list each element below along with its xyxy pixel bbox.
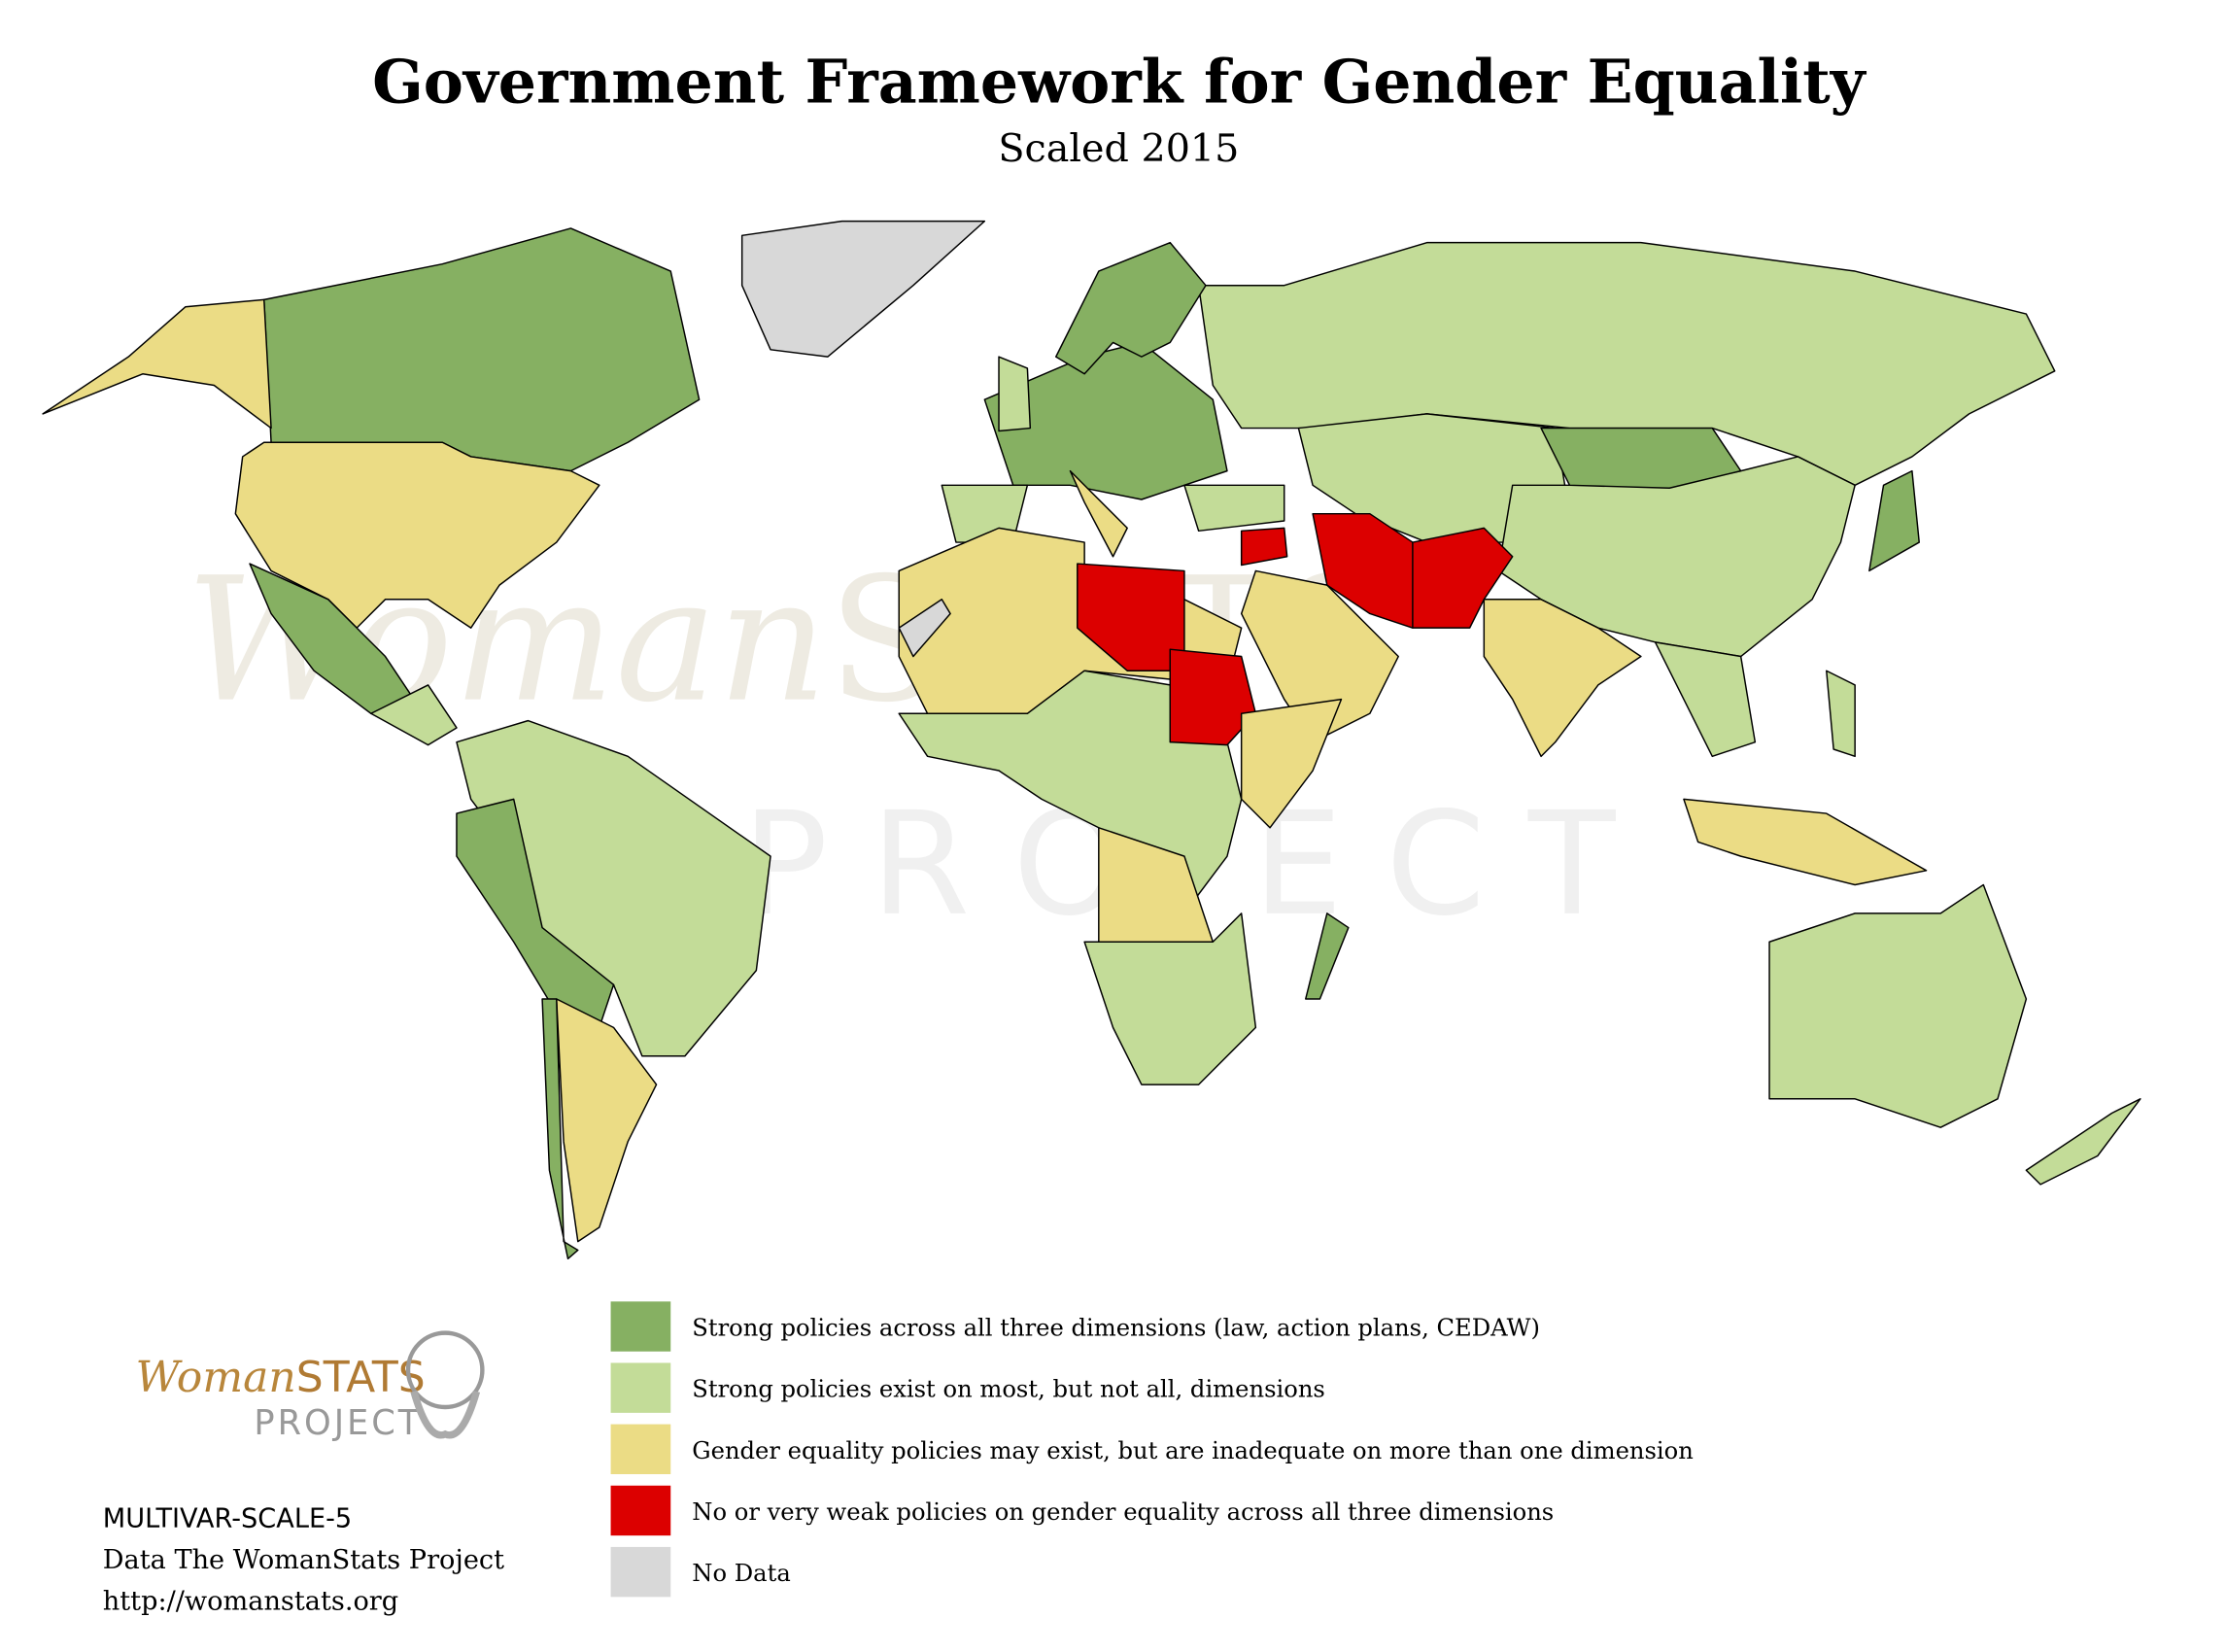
country-region	[1683, 798, 1928, 886]
footer-line: Data The WomanStats Project	[103, 1545, 504, 1575]
legend-swatch	[610, 1424, 671, 1475]
logo-suffix: STATS	[296, 1353, 426, 1402]
country-region	[1240, 569, 1399, 743]
footer: MULTIVAR-SCALE-5 Data The WomanStats Proj…	[103, 1503, 504, 1616]
logo: WomanSTATS PROJECT	[136, 1330, 485, 1443]
country-region	[1055, 241, 1207, 375]
country-region	[1077, 563, 1185, 671]
country-region	[898, 599, 951, 658]
map-title: Government Framework for Gender Equality	[372, 47, 1867, 118]
legend-swatch	[610, 1485, 671, 1536]
country-region	[1826, 670, 1856, 758]
logo-project: PROJECT	[254, 1403, 422, 1443]
logo-brand: WomanSTATS	[136, 1353, 426, 1402]
legend-label: No Data	[692, 1560, 791, 1587]
world-map	[42, 220, 2141, 1260]
country-region	[1305, 912, 1350, 1000]
country-region	[1069, 469, 1128, 558]
country-region	[1540, 427, 1742, 489]
country-region	[42, 298, 272, 430]
country-region	[1240, 527, 1288, 567]
footer-line: http://womanstats.org	[103, 1587, 398, 1617]
legend: Strong policies across all three dimensi…	[610, 1301, 1694, 1598]
country-region	[2025, 1098, 2141, 1186]
country-region	[234, 441, 600, 629]
country-region	[1868, 469, 1920, 572]
logo-prefix: Woman	[136, 1353, 296, 1402]
legend-swatch	[610, 1301, 671, 1352]
country-region	[998, 356, 1032, 432]
country-region	[1183, 484, 1285, 533]
footer-line: MULTIVAR-SCALE-5	[103, 1503, 352, 1533]
logo-globe	[405, 1330, 485, 1410]
country-region	[1240, 698, 1343, 829]
legend-label: Strong policies exist on most, but not a…	[692, 1376, 1325, 1403]
country-region	[1768, 883, 2028, 1128]
legend-label: No or very weak policies on gender equal…	[692, 1498, 1554, 1526]
legend-label: Gender equality policies may exist, but …	[692, 1437, 1694, 1464]
legend-label: Strong policies across all three dimensi…	[692, 1315, 1540, 1342]
legend-swatch	[610, 1362, 671, 1413]
country-region	[1083, 912, 1257, 1085]
country-region	[541, 998, 579, 1260]
legend-swatch	[610, 1546, 671, 1598]
map-subtitle: Scaled 2015	[998, 126, 1239, 171]
country-region	[740, 220, 986, 358]
logo-hands	[410, 1390, 481, 1439]
country-region	[1654, 641, 1757, 758]
country-region	[370, 684, 458, 746]
country-region	[556, 998, 658, 1243]
country-region	[1483, 599, 1642, 758]
